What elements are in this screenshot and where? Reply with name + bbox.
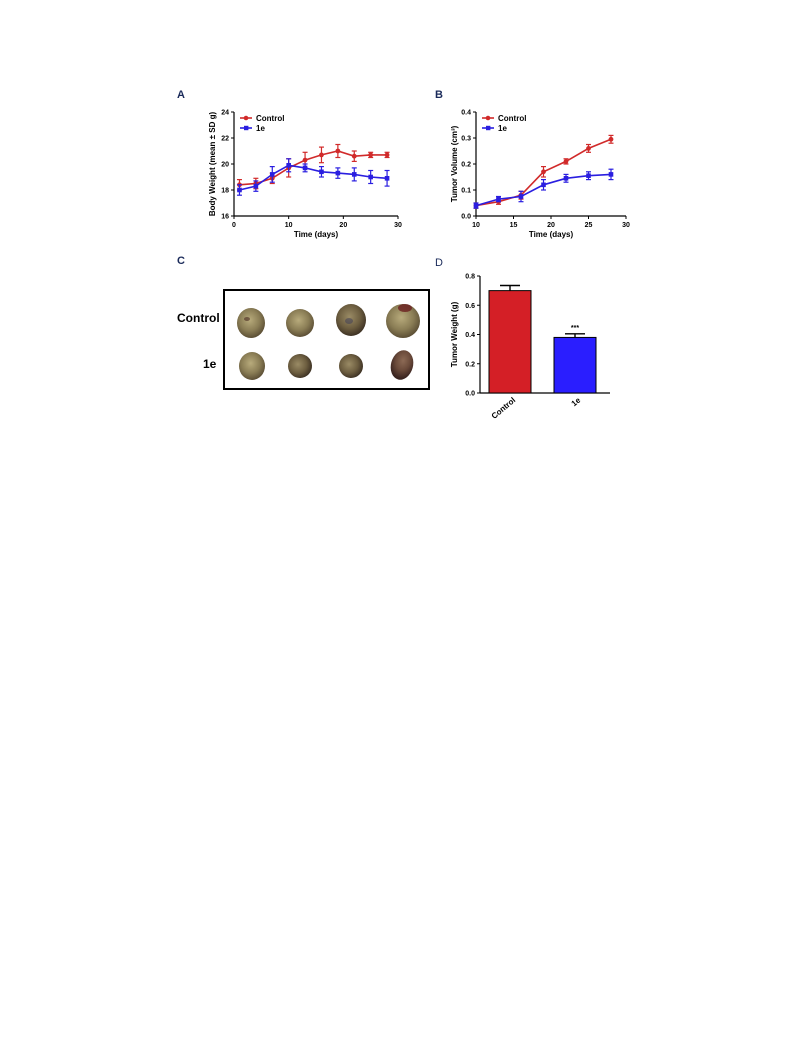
b-data-point <box>563 159 569 164</box>
b-data-point <box>518 194 524 199</box>
tumor-volume-chart: 0.0 0.1 0.2 0.3 0.4 10 15 20 25 30 Time (days) Tumo… <box>450 110 630 240</box>
a-data-point <box>237 187 242 193</box>
a-data-point <box>302 157 308 163</box>
b-data-point <box>608 136 614 142</box>
tumor-control-4 <box>386 304 420 338</box>
d-y-tick-label: 0.8 <box>465 274 475 281</box>
a-data-point <box>351 153 357 159</box>
tumor-1e-1 <box>239 352 265 380</box>
tumor-weight-chart: 0.0 0.2 0.4 0.6 0.8 Tumor Weight (g) Control **… <box>450 274 610 421</box>
tumor-photo <box>223 289 430 390</box>
b-data-point <box>541 182 546 188</box>
d-bar-control <box>488 290 532 394</box>
panel-letter-a: A <box>177 89 185 101</box>
d-significance-label: *** <box>571 325 579 332</box>
a-data-point <box>319 152 324 158</box>
d-bar-1e <box>553 336 597 394</box>
b-data-point <box>541 169 546 175</box>
b-data-point <box>608 172 614 177</box>
d-y-tick-label: 0.2 <box>465 361 475 368</box>
tumor-1e-4 <box>390 350 414 380</box>
b-y-tick-label: 0.0 <box>461 214 471 221</box>
panel-letter-d: D <box>435 257 443 269</box>
b-y-tick-label: 0.3 <box>461 136 471 143</box>
b-legend-marker <box>486 125 491 131</box>
body-weight-chart: 16 18 20 22 24 0 10 20 30 Time (days) Body Weight … <box>208 110 402 240</box>
d-x-tick-label: Control <box>490 396 518 421</box>
d-y-tick-label: 0.4 <box>465 332 475 339</box>
d-y-axis-title: Tumor Weight (g) <box>450 301 459 367</box>
panel-letter-b: B <box>435 89 443 101</box>
tumor-1e-2 <box>288 354 312 378</box>
a-x-tick-label: 20 <box>339 222 347 229</box>
row-label-control: Control <box>177 311 220 325</box>
panel-letter-c: C <box>177 255 185 267</box>
b-data-point <box>586 173 591 178</box>
a-data-point <box>253 183 259 189</box>
d-y-tick-label: 0.0 <box>465 391 475 398</box>
a-data-point <box>368 174 373 180</box>
tumor-photo-drawing <box>237 304 420 380</box>
b-data-point <box>496 196 501 202</box>
b-y-tick-label: 0.1 <box>461 188 471 195</box>
b-y-tick-label: 0.4 <box>461 110 471 117</box>
b-y-axis-title: Tumor Volume (cm³) <box>450 125 459 202</box>
tumor-1e-3 <box>339 354 363 378</box>
a-x-tick-label: 0 <box>232 222 236 229</box>
d-y-tick-label: 0.6 <box>465 303 475 310</box>
b-x-tick-label: 20 <box>547 222 555 229</box>
a-data-point <box>384 176 390 181</box>
b-x-tick-label: 10 <box>472 222 480 229</box>
b-data-point <box>563 176 569 181</box>
a-data-point <box>335 170 341 176</box>
a-y-tick-label: 16 <box>221 214 229 221</box>
a-x-tick-label: 30 <box>394 222 402 229</box>
a-x-axis-title: Time (days) <box>294 230 339 239</box>
b-data-point <box>586 146 591 151</box>
a-data-point <box>302 165 308 171</box>
tumor-control-1 <box>237 308 265 338</box>
row-label-1e: 1e <box>203 357 217 371</box>
a-x-tick-label: 10 <box>285 222 293 229</box>
b-legend-label: Control <box>498 114 526 123</box>
a-legend-marker <box>244 125 249 131</box>
b-legend-label: 1e <box>498 124 507 133</box>
a-legend-label: Control <box>256 114 284 123</box>
b-x-axis-title: Time (days) <box>529 230 574 239</box>
b-y-tick-label: 0.2 <box>461 162 471 169</box>
d-x-tick-label: 1e <box>570 395 583 408</box>
a-data-point <box>351 172 357 177</box>
a-data-point <box>335 148 341 154</box>
a-legend-marker <box>243 115 249 121</box>
a-legend-label: 1e <box>256 124 265 133</box>
a-y-tick-label: 22 <box>221 136 229 143</box>
b-legend-marker <box>485 115 491 121</box>
tumor-control-2 <box>286 309 314 337</box>
b-x-tick-label: 15 <box>510 222 518 229</box>
a-y-tick-label: 20 <box>221 162 229 169</box>
a-y-tick-label: 18 <box>221 188 229 195</box>
a-data-point <box>319 169 324 175</box>
a-data-point <box>269 172 275 177</box>
a-y-axis-title: Body Weight (mean ± SD g) <box>208 112 217 217</box>
a-data-point <box>384 152 390 158</box>
a-data-point <box>368 152 374 158</box>
a-series-line-1 <box>239 164 388 191</box>
a-data-point <box>286 163 291 168</box>
b-x-tick-label: 25 <box>585 222 593 229</box>
a-y-tick-label: 24 <box>221 110 229 117</box>
b-data-point <box>473 203 479 208</box>
b-x-tick-label: 30 <box>622 222 630 229</box>
